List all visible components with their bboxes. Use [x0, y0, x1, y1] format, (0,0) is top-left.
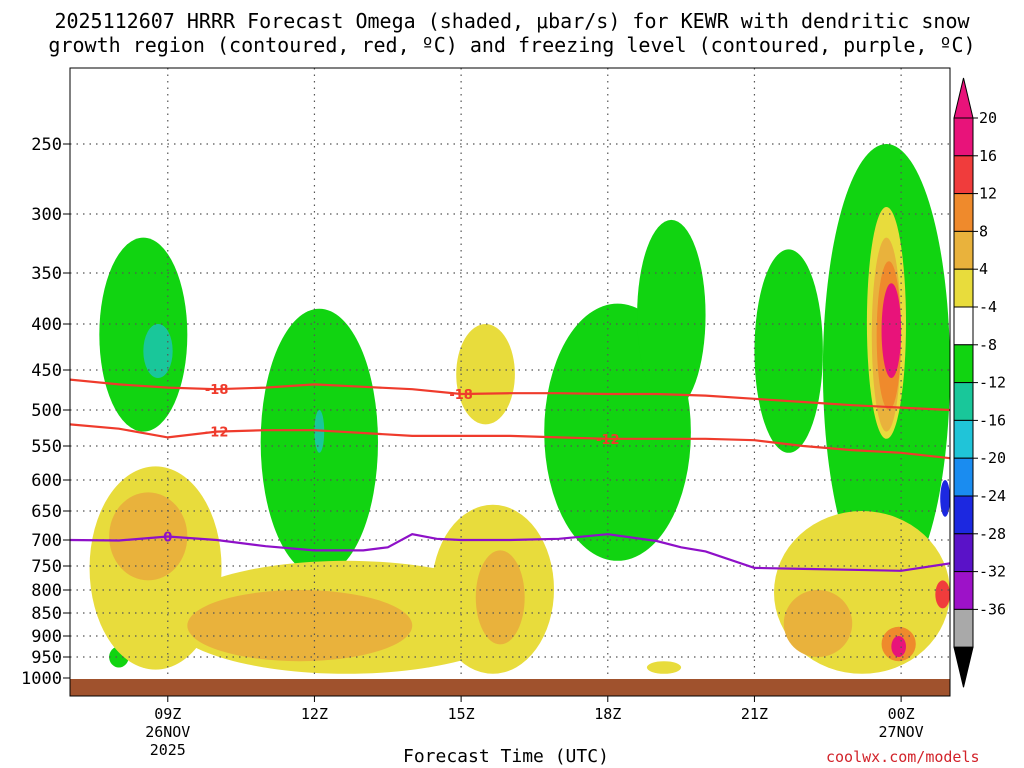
- colorbar-swatch: [953, 306, 974, 346]
- colorbar-label: 12: [979, 185, 997, 203]
- colorbar-swatch: [953, 608, 974, 648]
- colorbar-swatch: [953, 117, 974, 157]
- colorbar-swatch: [953, 457, 974, 497]
- colorbar-label: -4: [979, 298, 997, 316]
- contour-label: 0: [163, 531, 172, 546]
- omega-region-27: [935, 580, 950, 609]
- y-tick-label: 350: [31, 264, 62, 284]
- omega-shading-layer: [89, 143, 950, 674]
- colorbar-label: -32: [979, 563, 1006, 581]
- omega-region-24: [783, 590, 853, 657]
- colorbar-label: 8: [979, 222, 988, 240]
- x-tick-label: 00Z: [888, 705, 915, 723]
- temperature-contours: -18 -18 -12 -12 0: [70, 378, 950, 572]
- omega-region-0: [99, 237, 188, 432]
- omega-region-18: [646, 661, 682, 674]
- colorbar-label: -28: [979, 525, 1006, 543]
- contour-label: -12: [596, 433, 620, 448]
- colorbar-label: -20: [979, 449, 1006, 467]
- contour-line-0: [70, 378, 950, 412]
- colorbar-label: 4: [979, 260, 988, 278]
- colorbar-bottom-arrow: [953, 646, 974, 688]
- contour-label: -18: [449, 388, 473, 403]
- colorbar-swatch: [953, 419, 974, 459]
- colorbar-swatch: [953, 193, 974, 232]
- x-tick-label: 15Z: [448, 705, 475, 723]
- y-tick-label: 550: [31, 437, 62, 457]
- colorbar-label: 16: [979, 147, 997, 165]
- y-tick-label: 500: [31, 401, 62, 421]
- chart-title-line-1: 2025112607 HRRR Forecast Omega (shaded, …: [54, 9, 970, 33]
- omega-region-17: [475, 550, 525, 645]
- y-tick-label: 1000: [21, 669, 62, 689]
- omega-region-14: [187, 590, 413, 662]
- y-tick-label: 450: [31, 361, 62, 381]
- y-tick-label: 900: [31, 627, 62, 647]
- y-tick-label: 850: [31, 604, 62, 624]
- y-tick-label: 300: [31, 205, 62, 225]
- y-tick-label: 750: [31, 557, 62, 577]
- colorbar-swatch: [953, 344, 974, 384]
- omega-region-15: [456, 324, 515, 425]
- colorbar-swatch: [953, 495, 974, 535]
- gridlines: [70, 68, 950, 696]
- chart-title-line-2: growth region (contoured, red, ºC) and f…: [48, 33, 976, 57]
- colorbar-label: -16: [979, 411, 1006, 429]
- x-tick-label: 18Z: [594, 705, 621, 723]
- contour-line-2: [70, 533, 950, 572]
- colorbar-swatch: [953, 382, 974, 421]
- y-tick-label: 950: [31, 648, 62, 668]
- contour-line-1: [70, 423, 950, 460]
- credit-link[interactable]: coolwx.com/models: [826, 748, 980, 766]
- colorbar-label: -12: [979, 374, 1006, 392]
- colorbar-label: -24: [979, 487, 1006, 505]
- omega-region-5: [637, 219, 706, 410]
- omega-region-12: [109, 492, 188, 581]
- omega-region-26: [891, 636, 907, 657]
- colorbar-swatch: [953, 155, 974, 195]
- y-tick-label: 250: [31, 135, 62, 155]
- colorbar-swatch: [953, 230, 974, 270]
- plot-frame: [69, 67, 951, 697]
- colorbar-label: 20: [979, 109, 997, 127]
- y-tick-label: 600: [31, 471, 62, 491]
- x-tick-label: 26NOV: [145, 723, 190, 741]
- contour-label: -18: [205, 383, 229, 398]
- omega-colorbar: 20 16 12 8 4 -4 -8 -12 -16 -20 -24 -28 -32 -36: [953, 77, 1006, 688]
- colorbar-swatch: [953, 268, 974, 308]
- pressure-axis: 250 300 350 400 450 500 550 600 650 700 750 800 850 9…: [21, 135, 70, 689]
- x-tick-label: 21Z: [741, 705, 768, 723]
- colorbar-label: -36: [979, 600, 1006, 618]
- omega-region-1: [143, 324, 173, 378]
- x-axis-title: Forecast Time (UTC): [403, 746, 609, 767]
- colorbar-swatch: [953, 571, 974, 610]
- y-tick-label: 800: [31, 581, 62, 601]
- x-tick-label: 2025: [150, 741, 186, 759]
- ground-bar: [70, 679, 950, 696]
- colorbar-label: -8: [979, 336, 997, 354]
- y-tick-label: 700: [31, 531, 62, 551]
- x-tick-label: 27NOV: [879, 723, 924, 741]
- x-tick-label: 09Z: [154, 705, 181, 723]
- y-tick-label: 650: [31, 502, 62, 522]
- omega-region-6: [754, 249, 823, 453]
- omega-region-22: [881, 283, 902, 378]
- x-tick-label: 12Z: [301, 705, 328, 723]
- omega-region-10: [940, 480, 950, 517]
- colorbar-swatch: [953, 533, 974, 573]
- colorbar-top-arrow: [953, 77, 974, 119]
- y-tick-label: 400: [31, 315, 62, 335]
- contour-label: -12: [205, 426, 229, 441]
